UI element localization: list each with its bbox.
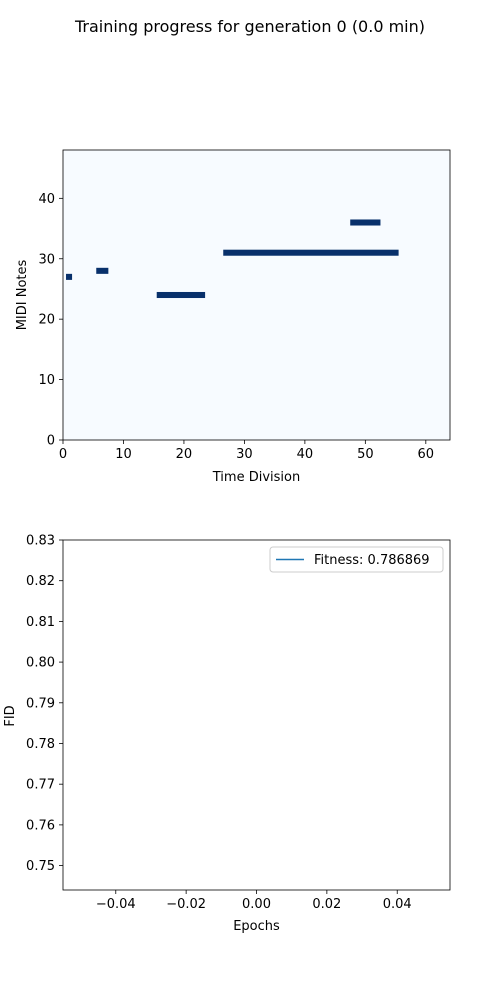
- x-tick-label: 20: [176, 447, 193, 462]
- piano-roll-x-label: Time Division: [212, 470, 300, 485]
- y-tick-label: 0: [47, 434, 55, 449]
- piano-roll-x-ticks: 0 10 20 30 40 50 60: [59, 440, 434, 462]
- y-tick-label: 0.75: [26, 859, 55, 874]
- fitness-y-ticks: 0.75 0.76 0.77 0.78 0.79 0.80 0.81 0.82 0.83: [26, 534, 63, 874]
- y-tick-label: 0.79: [26, 696, 55, 711]
- y-tick-label: 0.82: [26, 574, 55, 589]
- note-bar-3: [223, 249, 399, 256]
- x-tick-label: 0.02: [312, 897, 341, 912]
- fitness-frame: [62, 539, 451, 891]
- x-tick-label: 0: [59, 447, 67, 462]
- piano-roll-background: [63, 150, 450, 440]
- x-tick-label: 0.00: [242, 897, 271, 912]
- y-tick-label: 0.80: [26, 656, 55, 671]
- y-tick-label: 10: [38, 373, 55, 388]
- fitness-x-label: Epochs: [233, 919, 280, 934]
- x-tick-label: 40: [297, 447, 314, 462]
- legend: Fitness: 0.786869: [269, 546, 444, 573]
- piano-roll-y-ticks: 0 10 20 30 40: [38, 192, 63, 449]
- x-tick-label: −0.02: [166, 897, 206, 912]
- piano-roll-frame: [62, 149, 451, 441]
- piano-roll-notes: [66, 219, 399, 299]
- piano-roll-chart: 0 10 20 30 40 50 60 0 10 20 30 40 Time Division MI…: [15, 149, 451, 485]
- y-tick-label: 30: [38, 252, 55, 267]
- x-tick-label: 10: [115, 447, 132, 462]
- y-tick-label: 0.83: [26, 534, 55, 549]
- x-tick-label: 60: [418, 447, 435, 462]
- legend-label: Fitness: 0.786869: [314, 553, 430, 568]
- fitness-x-ticks: −0.04 −0.02 0.00 0.02 0.04: [96, 890, 412, 912]
- y-tick-label: 0.77: [26, 778, 55, 793]
- y-tick-label: 0.78: [26, 737, 55, 752]
- y-tick-label: 40: [38, 192, 55, 207]
- note-bar-1: [96, 267, 109, 274]
- fitness-chart: −0.04 −0.02 0.00 0.02 0.04 0.750.760.770.780…: [3, 534, 451, 934]
- x-tick-label: 30: [236, 447, 253, 462]
- figure-title: Training progress for generation 0 (0.0 …: [74, 17, 425, 36]
- y-tick-label: 0.81: [26, 615, 55, 630]
- piano-roll-y-label: MIDI Notes: [15, 259, 30, 330]
- y-tick-label: 0.76: [26, 818, 55, 833]
- x-tick-label: 50: [357, 447, 374, 462]
- x-tick-label: 0.04: [383, 897, 412, 912]
- y-tick-label: 20: [38, 313, 55, 328]
- legend-box: [269, 546, 444, 573]
- note-bar-2: [156, 291, 206, 299]
- note-bar-0: [66, 273, 73, 280]
- note-bar-4: [350, 219, 381, 226]
- x-tick-label: −0.04: [96, 897, 136, 912]
- fitness-y-label: FID: [3, 705, 18, 726]
